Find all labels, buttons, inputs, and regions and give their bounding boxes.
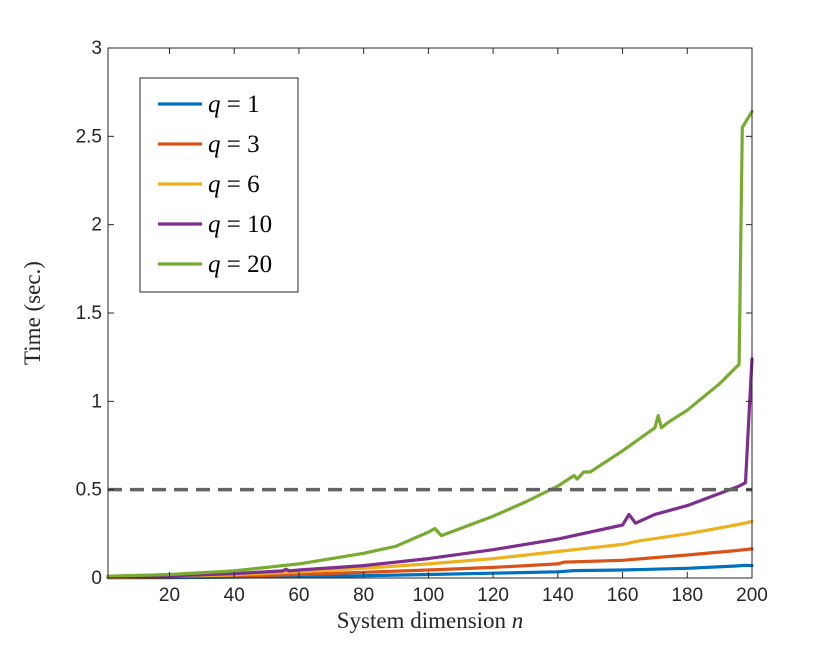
legend-label-q6: q = 6 xyxy=(208,171,260,198)
x-tick-label-20: 20 xyxy=(159,585,180,606)
x-axis-label: System dimension n xyxy=(337,608,524,633)
x-axis-label-var: n xyxy=(512,608,524,633)
legend: q = 1q = 3q = 6q = 10q = 20 xyxy=(139,77,299,293)
legend-label-var: q xyxy=(208,131,221,158)
y-tick-label-1: 1 xyxy=(91,391,102,412)
y-axis-label: Time (sec.) xyxy=(20,261,45,365)
legend-label-q20: q = 20 xyxy=(208,251,272,278)
x-tick-label-120: 120 xyxy=(477,585,509,606)
x-tick-label-160: 160 xyxy=(607,585,639,606)
y-axis-ticks: 0 0.5 1 1.5 2 2.5 3 xyxy=(76,38,752,589)
legend-label-q3: q = 3 xyxy=(208,131,260,158)
legend-box xyxy=(139,77,299,293)
y-tick-label-0: 0 xyxy=(91,568,102,589)
series-line-q20 xyxy=(106,110,754,578)
y-tick-label-1.5: 1.5 xyxy=(76,303,102,324)
y-tick-label-2.5: 2.5 xyxy=(76,126,102,147)
x-tick-label-140: 140 xyxy=(542,585,574,606)
y-tick-label-0.5: 0.5 xyxy=(76,480,102,501)
legend-label-var: q xyxy=(208,251,221,278)
legend-label-q1: q = 1 xyxy=(208,91,260,118)
x-tick-label-60: 60 xyxy=(288,585,309,606)
x-axis-ticks: 20 40 60 80 100 120 140 160 180 200 xyxy=(159,48,768,606)
x-tick-label-180: 180 xyxy=(671,585,703,606)
x-axis-label-text: System dimension xyxy=(337,608,507,633)
legend-label-q10: q = 10 xyxy=(208,211,272,238)
x-tick-label-200: 200 xyxy=(736,585,768,606)
x-tick-label-40: 40 xyxy=(224,585,245,606)
legend-label-value: = 20 xyxy=(221,251,273,278)
legend-label-value: = 3 xyxy=(221,131,260,158)
legend-label-var: q xyxy=(208,91,221,118)
legend-items: q = 1q = 3q = 6q = 10q = 20 xyxy=(158,91,272,278)
legend-label-value: = 1 xyxy=(221,91,260,118)
legend-label-value: = 6 xyxy=(221,171,260,198)
y-tick-label-3: 3 xyxy=(91,38,102,59)
legend-label-var: q xyxy=(208,211,221,238)
x-tick-label-100: 100 xyxy=(413,585,445,606)
y-tick-label-2: 2 xyxy=(91,215,102,236)
legend-label-value: = 10 xyxy=(221,211,273,238)
x-tick-label-80: 80 xyxy=(353,585,374,606)
legend-label-var: q xyxy=(208,171,221,198)
